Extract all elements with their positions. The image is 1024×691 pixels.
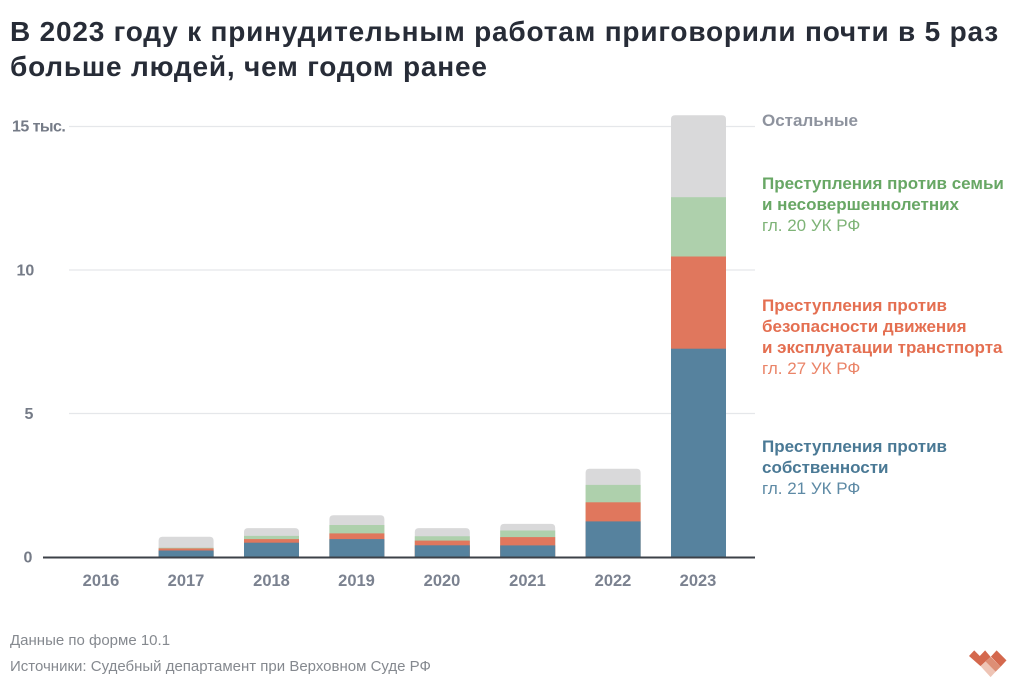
svg-text:2018: 2018 [253, 572, 290, 590]
svg-text:15 тыс.: 15 тыс. [12, 119, 65, 136]
svg-text:2019: 2019 [338, 572, 375, 590]
svg-text:0: 0 [24, 550, 33, 567]
svg-text:2023: 2023 [680, 572, 717, 590]
svg-text:2022: 2022 [595, 572, 632, 590]
svg-text:2021: 2021 [509, 572, 546, 590]
svg-text:2020: 2020 [424, 572, 461, 590]
svg-text:10: 10 [17, 263, 35, 280]
svg-text:2016: 2016 [83, 572, 120, 590]
svg-text:2017: 2017 [168, 572, 205, 590]
svg-text:5: 5 [25, 406, 34, 423]
